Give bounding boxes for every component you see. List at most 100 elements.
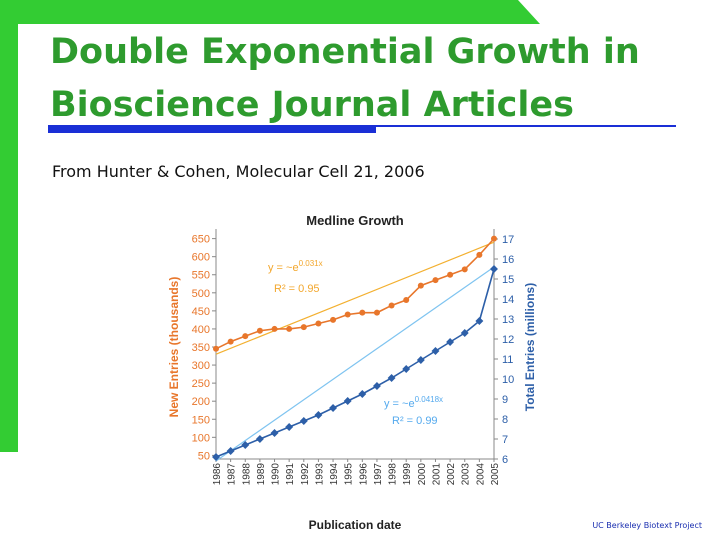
point-total-entries bbox=[255, 435, 264, 443]
right-tick-label: 17 bbox=[502, 234, 514, 246]
point-total-entries bbox=[490, 265, 498, 273]
chart-title: Medline Growth bbox=[306, 213, 404, 228]
title-rule-thick bbox=[48, 125, 376, 133]
point-total-entries bbox=[226, 447, 235, 455]
right-tick-label: 13 bbox=[502, 314, 514, 326]
right-tick-label: 11 bbox=[502, 354, 513, 366]
x-tick-label: 1988 bbox=[241, 463, 252, 486]
left-tick-label: 550 bbox=[192, 270, 210, 282]
right-tick-label: 8 bbox=[502, 414, 508, 426]
x-tick-label: 1992 bbox=[300, 463, 311, 486]
x-axis-label: Publication date bbox=[309, 518, 402, 532]
x-tick-label: 1995 bbox=[344, 463, 355, 486]
left-tick-label: 450 bbox=[192, 306, 210, 318]
right-tick-label: 15 bbox=[502, 274, 514, 286]
point-total-entries bbox=[343, 397, 352, 405]
x-tick-label: 2004 bbox=[475, 463, 486, 486]
x-tick-label: 1989 bbox=[256, 463, 267, 486]
point-total-entries bbox=[358, 390, 367, 398]
x-tick-label: 2002 bbox=[446, 463, 457, 486]
x-tick-label: 1993 bbox=[314, 463, 325, 486]
point-total-entries bbox=[416, 356, 425, 364]
x-tick-label: 2003 bbox=[461, 463, 472, 486]
x-tick-label: 2000 bbox=[417, 463, 428, 486]
accent-bar-left bbox=[0, 0, 18, 452]
left-tick-label: 300 bbox=[192, 360, 210, 372]
right-tick-label: 14 bbox=[502, 294, 514, 306]
left-tick-label: 200 bbox=[192, 396, 210, 408]
point-new-entries bbox=[476, 251, 483, 258]
point-total-entries bbox=[372, 382, 381, 390]
title-rule-thin bbox=[376, 125, 676, 127]
point-new-entries bbox=[242, 333, 249, 340]
point-new-entries bbox=[315, 320, 322, 327]
slide-title: Double Exponential Growth in Bioscience … bbox=[50, 32, 640, 125]
point-new-entries bbox=[300, 324, 307, 331]
point-new-entries bbox=[227, 338, 234, 345]
x-tick-label: 1994 bbox=[329, 463, 340, 486]
y-axis-label-right: Total Entries (millions) bbox=[523, 283, 537, 411]
point-total-entries bbox=[299, 417, 308, 425]
point-total-entries bbox=[402, 365, 411, 373]
point-total-entries bbox=[285, 423, 294, 431]
right-tick-label: 10 bbox=[502, 374, 514, 386]
point-total-entries bbox=[212, 453, 220, 461]
trendline-new-entries bbox=[215, 241, 495, 355]
left-tick-label: 650 bbox=[192, 234, 210, 246]
point-new-entries bbox=[491, 235, 497, 242]
r2-new-entries: R² = 0.95 bbox=[274, 283, 320, 295]
left-tick-label: 50 bbox=[198, 450, 210, 462]
point-new-entries bbox=[256, 327, 263, 334]
slide-subtitle: From Hunter & Cohen, Molecular Cell 21, … bbox=[52, 162, 425, 181]
x-tick-label: 1991 bbox=[285, 463, 296, 486]
right-tick-label: 12 bbox=[502, 334, 514, 346]
point-total-entries bbox=[270, 429, 279, 437]
x-tick-label: 1997 bbox=[373, 463, 384, 486]
right-tick-label: 9 bbox=[502, 394, 508, 406]
point-new-entries bbox=[286, 325, 293, 332]
point-new-entries bbox=[344, 311, 351, 318]
point-new-entries bbox=[417, 282, 424, 289]
point-total-entries bbox=[314, 411, 323, 419]
point-total-entries bbox=[387, 374, 396, 382]
x-tick-label: 1996 bbox=[358, 463, 369, 486]
right-tick-label: 6 bbox=[502, 454, 508, 466]
right-tick-label: 16 bbox=[502, 254, 514, 266]
x-tick-label: 1990 bbox=[271, 463, 282, 486]
left-tick-label: 400 bbox=[192, 324, 210, 336]
point-total-entries bbox=[241, 441, 250, 449]
series-line-total-entries bbox=[215, 268, 495, 458]
equation-new-entries: y = ~e0.031x bbox=[268, 259, 323, 274]
point-new-entries bbox=[447, 271, 454, 278]
point-new-entries bbox=[432, 277, 439, 284]
point-new-entries bbox=[461, 266, 468, 273]
left-tick-label: 250 bbox=[192, 378, 210, 390]
equation-total-entries: y = ~e0.0418x bbox=[384, 395, 443, 410]
left-tick-label: 350 bbox=[192, 342, 210, 354]
x-tick-label: 1999 bbox=[402, 463, 413, 486]
medline-growth-chart: Medline Growth 50 100 150 200 250 300 350 400 450… bbox=[167, 213, 537, 532]
point-new-entries bbox=[373, 309, 380, 316]
x-tick-label: 2001 bbox=[431, 463, 442, 486]
x-tick-label: 2005 bbox=[490, 463, 501, 486]
trendline-total-entries bbox=[215, 266, 495, 462]
point-total-entries bbox=[446, 338, 455, 346]
x-tick-label: 1986 bbox=[212, 463, 223, 486]
point-new-entries bbox=[388, 302, 395, 309]
point-new-entries bbox=[330, 316, 337, 323]
y-axis-label-left: New Entries (thousands) bbox=[167, 277, 181, 418]
left-tick-label: 600 bbox=[192, 252, 210, 264]
point-total-entries bbox=[329, 404, 338, 412]
x-tick-label: 1987 bbox=[227, 463, 238, 486]
left-tick-label: 500 bbox=[192, 288, 210, 300]
point-total-entries bbox=[431, 347, 440, 355]
right-tick-label: 7 bbox=[502, 434, 508, 446]
r2-total-entries: R² = 0.99 bbox=[392, 415, 438, 427]
point-new-entries bbox=[403, 297, 410, 304]
footer-credit: UC Berkeley Biotext Project bbox=[592, 521, 702, 530]
left-tick-label: 150 bbox=[192, 414, 210, 426]
accent-bar-top bbox=[0, 0, 540, 24]
x-tick-label: 1998 bbox=[388, 463, 399, 486]
point-new-entries bbox=[271, 325, 278, 332]
left-tick-label: 100 bbox=[192, 432, 210, 444]
